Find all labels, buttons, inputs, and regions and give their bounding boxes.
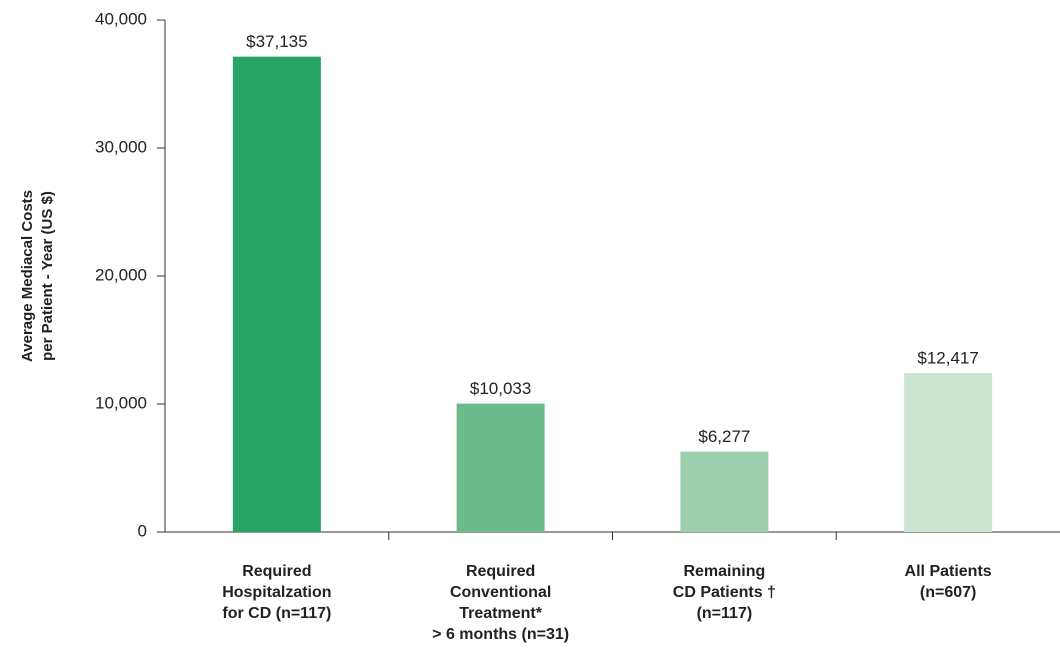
x-tick-label: Remaining CD Patients † (n=117): [673, 563, 776, 622]
bar: [904, 373, 993, 532]
y-tick-label: 20,000: [95, 265, 147, 284]
y-tick-label: 0: [138, 521, 147, 540]
y-axis-label: Average Mediacal Costs per Patient - Year…: [19, 190, 56, 362]
value-label: $37,135: [246, 32, 307, 51]
bar: [232, 56, 321, 533]
bar: [456, 403, 545, 532]
value-label: $6,277: [698, 427, 750, 446]
y-tick-label: 10,000: [95, 393, 147, 412]
value-label: $12,417: [917, 349, 978, 368]
x-tick-label: All Patients (n=607): [905, 563, 992, 601]
x-tick-label: Required Hospitalzation for CD (n=117): [222, 563, 331, 622]
value-label: $10,033: [470, 379, 531, 398]
x-tick-label: Required Conventional Treatment* > 6 months…: [432, 563, 569, 643]
y-tick-label: 30,000: [95, 137, 147, 156]
y-tick-label: 40,000: [95, 9, 147, 28]
bar: [680, 451, 769, 532]
